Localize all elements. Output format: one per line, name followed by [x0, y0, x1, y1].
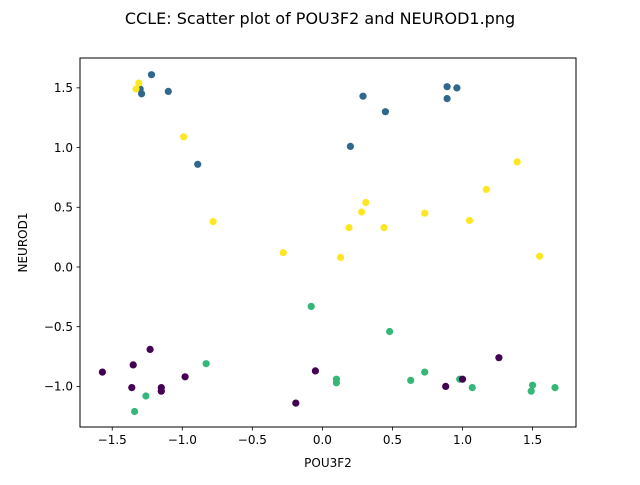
data-point [443, 83, 451, 91]
data-point [527, 387, 535, 395]
data-point [311, 367, 319, 375]
data-point [362, 198, 370, 207]
plot-frame [79, 57, 577, 428]
data-point [529, 381, 537, 389]
data-point [551, 384, 559, 392]
data-point [482, 185, 490, 193]
data-point [359, 92, 367, 100]
data-point [279, 249, 287, 257]
data-point [495, 354, 503, 362]
x-tick-label: 1.5 [523, 433, 542, 447]
data-point [380, 224, 388, 232]
data-point [421, 368, 429, 376]
data-point [129, 361, 137, 369]
data-point [536, 252, 544, 260]
x-tick-label: 1.0 [453, 433, 472, 447]
x-tick-label: −0.5 [238, 433, 267, 447]
chart-title: CCLE: Scatter plot of POU3F2 and NEUROD1… [125, 9, 515, 28]
x-tick-label: −1.5 [98, 433, 127, 447]
data-point [164, 87, 172, 95]
y-tick-label: −0.5 [44, 320, 73, 334]
x-axis-ticks: −1.5 −1.0 −0.5 0.0 0.5 1.0 1.5 [98, 427, 542, 447]
data-point [443, 95, 451, 103]
data-point [332, 379, 340, 387]
data-point [157, 387, 165, 395]
data-point [98, 368, 106, 376]
data-point [346, 142, 354, 150]
data-point [292, 399, 300, 407]
x-tick-label: 0.0 [313, 433, 332, 447]
y-tick-label: 1.5 [54, 81, 73, 95]
x-axis-label: POU3F2 [304, 456, 352, 470]
data-point [146, 345, 154, 353]
y-tick-label: 1.0 [54, 141, 73, 155]
data-point [421, 209, 429, 217]
x-tick-label: 0.5 [383, 433, 402, 447]
data-point [345, 224, 353, 232]
y-tick-label: 0.0 [54, 260, 73, 274]
data-point [181, 373, 189, 381]
points-layer [98, 71, 559, 416]
data-point [147, 71, 156, 79]
data-point [468, 384, 476, 392]
data-point [135, 79, 143, 87]
data-point [337, 253, 345, 261]
data-point [131, 407, 139, 416]
data-point [407, 376, 415, 384]
data-point [513, 158, 521, 166]
y-tick-label: 0.5 [54, 201, 73, 215]
data-point [453, 84, 461, 92]
data-point [209, 218, 217, 226]
data-point [458, 375, 467, 383]
data-point [358, 208, 366, 216]
data-point [442, 382, 450, 390]
y-tick-label: −1.0 [44, 380, 73, 394]
data-point [386, 327, 394, 336]
data-point [465, 216, 474, 224]
y-axis-ticks: −1.0 −0.5 0.0 0.5 1.0 1.5 [44, 81, 80, 394]
plot-area [80, 58, 576, 427]
data-point [180, 133, 188, 141]
x-tick-label: −1.0 [168, 433, 197, 447]
y-axis-label: NEUROD1 [16, 213, 30, 273]
data-point [307, 302, 315, 310]
data-point [132, 85, 140, 93]
data-point [138, 90, 146, 98]
data-point [381, 108, 389, 116]
data-point [142, 392, 150, 400]
data-point [194, 160, 202, 168]
data-point [128, 384, 136, 392]
data-point [202, 360, 210, 368]
